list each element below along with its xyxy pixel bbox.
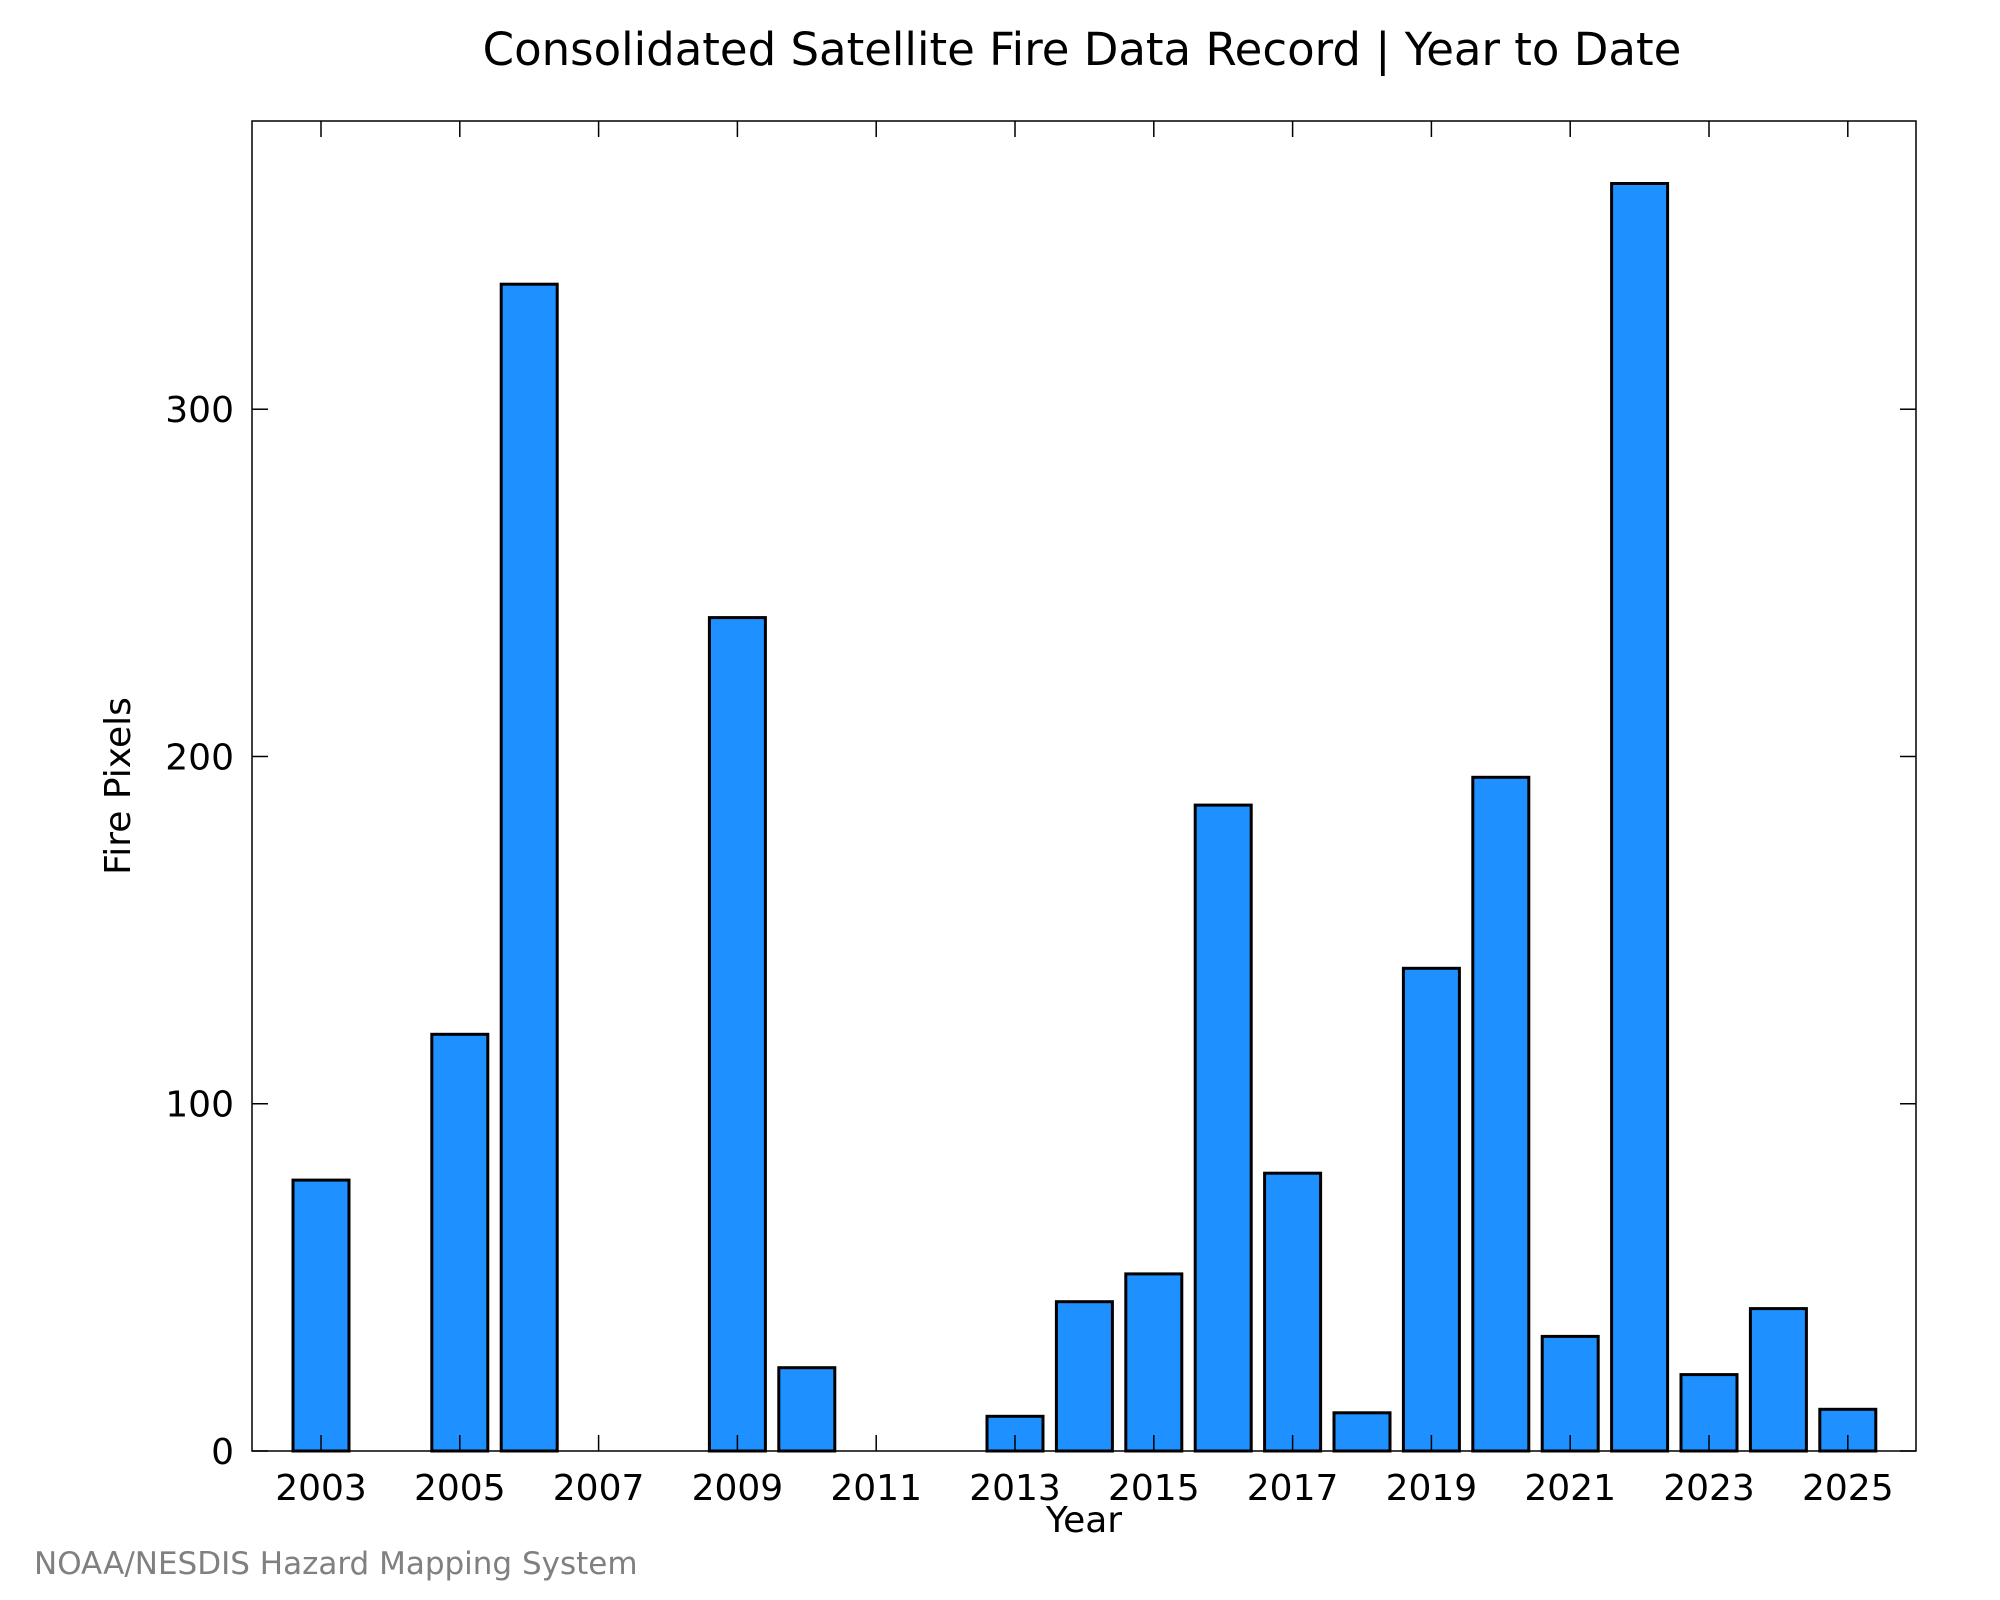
x-tick-label: 2017 (1247, 1468, 1339, 1509)
x-tick-label: 2019 (1386, 1468, 1478, 1509)
x-tick-label: 2013 (969, 1468, 1061, 1509)
x-tick-label: 2015 (1108, 1468, 1200, 1509)
x-tick-label: 2003 (275, 1468, 367, 1509)
bar-2017 (1263, 1171, 1323, 1453)
y-tick-label: 100 (165, 1085, 234, 1126)
bar-2016 (1193, 803, 1253, 1453)
bar-2022 (1610, 182, 1670, 1453)
x-tick-label: 2025 (1802, 1468, 1894, 1509)
bar-2005 (430, 1032, 490, 1453)
bar-2024 (1748, 1307, 1808, 1453)
bar-2019 (1401, 966, 1461, 1453)
x-axis-label: Year (1045, 1500, 1122, 1541)
y-axis: 0 100 200 300 (165, 390, 1916, 1473)
bar-2003 (291, 1178, 351, 1453)
bar-2015 (1124, 1272, 1184, 1453)
x-tick-label: 2009 (692, 1468, 784, 1509)
x-axis: 2003 2005 2007 2009 2011 2013 2015 2017 2019 2021… (275, 121, 1894, 1509)
x-tick-label: 2011 (830, 1468, 922, 1509)
x-tick-label: 2023 (1663, 1468, 1755, 1509)
x-tick-label: 2021 (1524, 1468, 1616, 1509)
bar-2014 (1054, 1300, 1114, 1453)
y-tick-label: 300 (165, 390, 234, 431)
bar-2006 (499, 282, 559, 1453)
y-axis-label: Fire Pixels (98, 697, 139, 875)
bar-2021 (1540, 1334, 1600, 1453)
bars-group (291, 182, 1878, 1453)
y-tick-label: 0 (211, 1432, 234, 1473)
chart-title: Consolidated Satellite Fire Data Record … (483, 23, 1682, 76)
x-tick-label: 2007 (553, 1468, 645, 1509)
credit-text: NOAA/NESDIS Hazard Mapping System (34, 1546, 638, 1582)
bar-2018 (1332, 1411, 1392, 1453)
bar-2009 (707, 616, 767, 1453)
plot-frame (251, 120, 1917, 1452)
bar-2010 (777, 1366, 837, 1453)
y-tick-label: 200 (165, 737, 234, 778)
bar-2020 (1471, 775, 1531, 1453)
x-tick-label: 2005 (414, 1468, 506, 1509)
